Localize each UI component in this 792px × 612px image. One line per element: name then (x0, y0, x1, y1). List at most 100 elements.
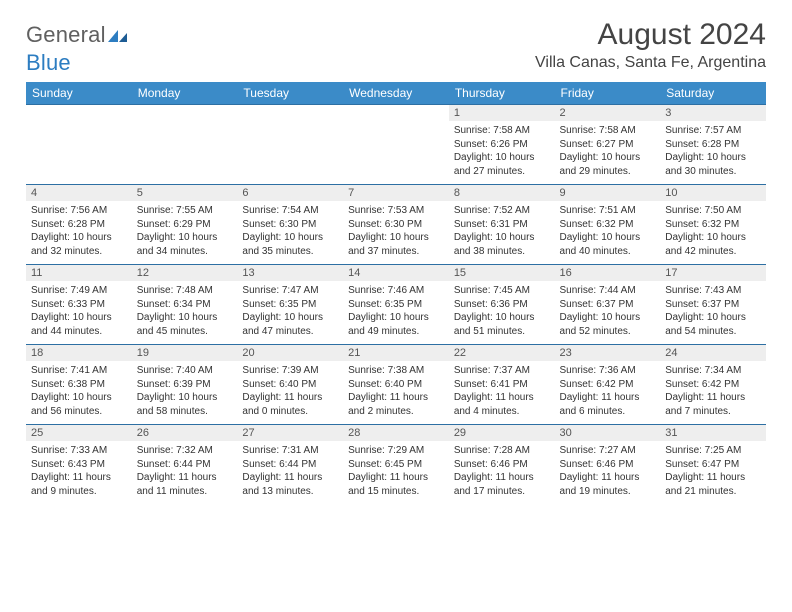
calendar-day-cell: 25Sunrise: 7:33 AMSunset: 6:43 PMDayligh… (26, 425, 132, 505)
day-number: 2 (555, 105, 661, 121)
day-info: Sunrise: 7:28 AMSunset: 6:46 PMDaylight:… (449, 441, 555, 504)
day-header: Wednesday (343, 82, 449, 105)
day-number: 4 (26, 185, 132, 201)
day-info: Sunrise: 7:56 AMSunset: 6:28 PMDaylight:… (26, 201, 132, 264)
calendar-day-cell: 29Sunrise: 7:28 AMSunset: 6:46 PMDayligh… (449, 425, 555, 505)
calendar-day-cell: 16Sunrise: 7:44 AMSunset: 6:37 PMDayligh… (555, 265, 661, 345)
day-info: Sunrise: 7:58 AMSunset: 6:27 PMDaylight:… (555, 121, 661, 184)
day-info: Sunrise: 7:44 AMSunset: 6:37 PMDaylight:… (555, 281, 661, 344)
day-info: Sunrise: 7:52 AMSunset: 6:31 PMDaylight:… (449, 201, 555, 264)
day-info: Sunrise: 7:54 AMSunset: 6:30 PMDaylight:… (237, 201, 343, 264)
day-number: 7 (343, 185, 449, 201)
logo-sail-icon (108, 24, 128, 50)
day-number: 22 (449, 345, 555, 361)
day-info: Sunrise: 7:57 AMSunset: 6:28 PMDaylight:… (660, 121, 766, 184)
day-number: 5 (132, 185, 238, 201)
day-info: Sunrise: 7:32 AMSunset: 6:44 PMDaylight:… (132, 441, 238, 504)
day-number: 13 (237, 265, 343, 281)
day-header: Friday (555, 82, 661, 105)
logo: GeneralBlue (26, 22, 128, 76)
calendar-day-cell: 4Sunrise: 7:56 AMSunset: 6:28 PMDaylight… (26, 185, 132, 265)
day-info: Sunrise: 7:29 AMSunset: 6:45 PMDaylight:… (343, 441, 449, 504)
page-header: GeneralBlue August 2024 Villa Canas, San… (26, 18, 766, 76)
day-number: 14 (343, 265, 449, 281)
calendar-week-row: 11Sunrise: 7:49 AMSunset: 6:33 PMDayligh… (26, 265, 766, 345)
day-number: 11 (26, 265, 132, 281)
calendar-week-row: 18Sunrise: 7:41 AMSunset: 6:38 PMDayligh… (26, 345, 766, 425)
day-number: 1 (449, 105, 555, 121)
day-number: 8 (449, 185, 555, 201)
day-info: Sunrise: 7:55 AMSunset: 6:29 PMDaylight:… (132, 201, 238, 264)
day-info: Sunrise: 7:46 AMSunset: 6:35 PMDaylight:… (343, 281, 449, 344)
calendar-day-cell: 20Sunrise: 7:39 AMSunset: 6:40 PMDayligh… (237, 345, 343, 425)
calendar-day-cell: 7Sunrise: 7:53 AMSunset: 6:30 PMDaylight… (343, 185, 449, 265)
logo-text: GeneralBlue (26, 22, 128, 76)
day-info: Sunrise: 7:43 AMSunset: 6:37 PMDaylight:… (660, 281, 766, 344)
day-info: Sunrise: 7:58 AMSunset: 6:26 PMDaylight:… (449, 121, 555, 184)
day-header: Monday (132, 82, 238, 105)
day-info: Sunrise: 7:39 AMSunset: 6:40 PMDaylight:… (237, 361, 343, 424)
day-number: 21 (343, 345, 449, 361)
day-info: Sunrise: 7:37 AMSunset: 6:41 PMDaylight:… (449, 361, 555, 424)
calendar-day-cell: 28Sunrise: 7:29 AMSunset: 6:45 PMDayligh… (343, 425, 449, 505)
day-number: 12 (132, 265, 238, 281)
location-text: Villa Canas, Santa Fe, Argentina (535, 54, 766, 72)
day-info: Sunrise: 7:48 AMSunset: 6:34 PMDaylight:… (132, 281, 238, 344)
day-number: 29 (449, 425, 555, 441)
calendar-week-row: 4Sunrise: 7:56 AMSunset: 6:28 PMDaylight… (26, 185, 766, 265)
day-number: 16 (555, 265, 661, 281)
calendar-day-cell: 18Sunrise: 7:41 AMSunset: 6:38 PMDayligh… (26, 345, 132, 425)
calendar-day-cell (237, 105, 343, 185)
day-number: 28 (343, 425, 449, 441)
day-info: Sunrise: 7:27 AMSunset: 6:46 PMDaylight:… (555, 441, 661, 504)
day-info: Sunrise: 7:34 AMSunset: 6:42 PMDaylight:… (660, 361, 766, 424)
calendar-day-cell: 8Sunrise: 7:52 AMSunset: 6:31 PMDaylight… (449, 185, 555, 265)
calendar-day-cell (26, 105, 132, 185)
calendar-day-cell: 12Sunrise: 7:48 AMSunset: 6:34 PMDayligh… (132, 265, 238, 345)
calendar-day-cell: 24Sunrise: 7:34 AMSunset: 6:42 PMDayligh… (660, 345, 766, 425)
day-number: 6 (237, 185, 343, 201)
day-info: Sunrise: 7:47 AMSunset: 6:35 PMDaylight:… (237, 281, 343, 344)
calendar-day-cell: 19Sunrise: 7:40 AMSunset: 6:39 PMDayligh… (132, 345, 238, 425)
calendar-day-cell: 9Sunrise: 7:51 AMSunset: 6:32 PMDaylight… (555, 185, 661, 265)
calendar-page: GeneralBlue August 2024 Villa Canas, San… (0, 0, 792, 504)
day-info: Sunrise: 7:40 AMSunset: 6:39 PMDaylight:… (132, 361, 238, 424)
day-info: Sunrise: 7:31 AMSunset: 6:44 PMDaylight:… (237, 441, 343, 504)
calendar-day-cell: 23Sunrise: 7:36 AMSunset: 6:42 PMDayligh… (555, 345, 661, 425)
day-number: 17 (660, 265, 766, 281)
day-info: Sunrise: 7:36 AMSunset: 6:42 PMDaylight:… (555, 361, 661, 424)
calendar-day-cell: 14Sunrise: 7:46 AMSunset: 6:35 PMDayligh… (343, 265, 449, 345)
day-header: Tuesday (237, 82, 343, 105)
calendar-day-cell: 17Sunrise: 7:43 AMSunset: 6:37 PMDayligh… (660, 265, 766, 345)
calendar-header-row: SundayMondayTuesdayWednesdayThursdayFrid… (26, 82, 766, 105)
calendar-day-cell: 30Sunrise: 7:27 AMSunset: 6:46 PMDayligh… (555, 425, 661, 505)
day-number: 31 (660, 425, 766, 441)
day-number: 19 (132, 345, 238, 361)
day-number: 9 (555, 185, 661, 201)
day-info: Sunrise: 7:33 AMSunset: 6:43 PMDaylight:… (26, 441, 132, 504)
calendar-day-cell: 11Sunrise: 7:49 AMSunset: 6:33 PMDayligh… (26, 265, 132, 345)
calendar-day-cell: 2Sunrise: 7:58 AMSunset: 6:27 PMDaylight… (555, 105, 661, 185)
day-number: 18 (26, 345, 132, 361)
day-number: 20 (237, 345, 343, 361)
calendar-day-cell (132, 105, 238, 185)
calendar-week-row: 25Sunrise: 7:33 AMSunset: 6:43 PMDayligh… (26, 425, 766, 505)
title-block: August 2024 Villa Canas, Santa Fe, Argen… (535, 18, 766, 72)
day-info: Sunrise: 7:49 AMSunset: 6:33 PMDaylight:… (26, 281, 132, 344)
calendar-day-cell: 31Sunrise: 7:25 AMSunset: 6:47 PMDayligh… (660, 425, 766, 505)
day-number: 24 (660, 345, 766, 361)
day-info: Sunrise: 7:51 AMSunset: 6:32 PMDaylight:… (555, 201, 661, 264)
day-number: 30 (555, 425, 661, 441)
day-info: Sunrise: 7:25 AMSunset: 6:47 PMDaylight:… (660, 441, 766, 504)
day-number: 25 (26, 425, 132, 441)
day-header: Saturday (660, 82, 766, 105)
calendar-day-cell: 13Sunrise: 7:47 AMSunset: 6:35 PMDayligh… (237, 265, 343, 345)
day-number: 26 (132, 425, 238, 441)
month-title: August 2024 (535, 18, 766, 52)
day-number: 3 (660, 105, 766, 121)
day-header: Sunday (26, 82, 132, 105)
day-number: 10 (660, 185, 766, 201)
calendar-day-cell: 21Sunrise: 7:38 AMSunset: 6:40 PMDayligh… (343, 345, 449, 425)
calendar-day-cell: 22Sunrise: 7:37 AMSunset: 6:41 PMDayligh… (449, 345, 555, 425)
day-number: 23 (555, 345, 661, 361)
